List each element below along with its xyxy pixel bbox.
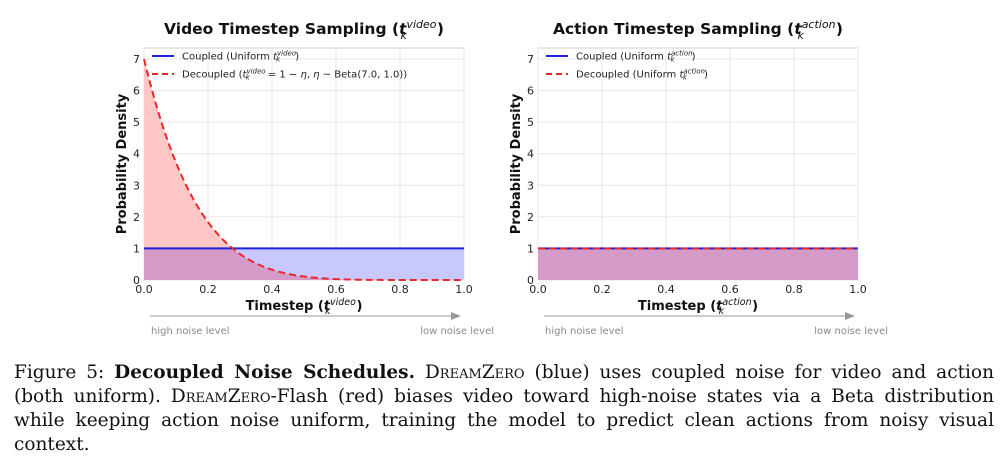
caption-text: (blue) uses coupled noise for video and … bbox=[14, 362, 994, 407]
x-tick-label: 0.4 bbox=[657, 283, 675, 296]
low-noise-label: low noise level bbox=[814, 326, 888, 337]
panel-title: Video Timestep Sampling (tvideo k) bbox=[164, 18, 444, 42]
low-noise-label: low noise level bbox=[420, 326, 494, 337]
legend-decoupled-label: Decoupled (tvideo k = 1 − η, η ~ Beta(7.0… bbox=[182, 68, 407, 82]
overlap-fill bbox=[144, 248, 464, 280]
x-tick-label: 1.0 bbox=[849, 283, 867, 296]
x-tick-label: 0.6 bbox=[721, 283, 739, 296]
x-tick-label: 0.8 bbox=[785, 283, 803, 296]
y-tick-label: 0 bbox=[133, 274, 140, 287]
y-axis-label: Probability Density bbox=[509, 93, 524, 234]
x-tick-label: 0.4 bbox=[263, 283, 281, 296]
x-tick-label: 0.2 bbox=[199, 283, 217, 296]
x-tick-label: 1.0 bbox=[455, 283, 473, 296]
y-tick-label: 4 bbox=[133, 148, 140, 161]
y-tick-label: 7 bbox=[527, 53, 534, 66]
figure-title: Decoupled Noise Schedules. bbox=[114, 362, 416, 383]
legend-coupled-label: Coupled (Uniform taction k) bbox=[576, 50, 696, 64]
y-tick-labels: 0 1 2 3 4 5 6 7 bbox=[527, 53, 534, 287]
figure-plots: Video Timestep Sampling (tvideo k) 0.0 0.2… bbox=[115, 18, 888, 337]
figure-caption: Figure 5: Decoupled Noise Schedules. Dre… bbox=[14, 361, 994, 457]
legend: Coupled (Uniform taction k) Decoupled (Un… bbox=[546, 50, 708, 82]
y-axis-label: Probability Density bbox=[115, 93, 130, 234]
x-tick-label: 0.6 bbox=[327, 283, 345, 296]
x-tick-label: 0.8 bbox=[391, 283, 409, 296]
y-tick-label: 3 bbox=[527, 179, 534, 192]
x-axis-label: Timestep (taction k) bbox=[638, 297, 758, 317]
high-noise-label: high noise level bbox=[545, 326, 624, 337]
panel-title: Action Timestep Sampling (taction k) bbox=[553, 18, 843, 42]
video-timestep-panel: Video Timestep Sampling (tvideo k) 0.0 0.2… bbox=[115, 18, 494, 337]
y-tick-label: 4 bbox=[527, 148, 534, 161]
x-tick-label: 0.0 bbox=[529, 283, 547, 296]
overlap-fill bbox=[538, 248, 858, 280]
y-tick-label: 1 bbox=[527, 242, 534, 255]
x-tick-label: 0.0 bbox=[135, 283, 153, 296]
y-tick-labels: 0 1 2 3 4 5 6 7 bbox=[133, 53, 140, 287]
x-tick-label: 0.2 bbox=[593, 283, 611, 296]
y-tick-label: 6 bbox=[133, 85, 140, 98]
y-tick-label: 7 bbox=[133, 53, 140, 66]
y-tick-label: 1 bbox=[133, 242, 140, 255]
high-noise-label: high noise level bbox=[151, 326, 230, 337]
plot-area bbox=[537, 47, 859, 281]
y-tick-label: 0 bbox=[527, 274, 534, 287]
decoupled-line bbox=[143, 58, 464, 281]
model-name: DreamZero bbox=[170, 386, 271, 407]
model-name: DreamZero bbox=[424, 362, 525, 383]
y-tick-label: 2 bbox=[133, 211, 140, 224]
legend-coupled-label: Coupled (Uniform tvideo k) bbox=[182, 50, 299, 64]
y-tick-label: 5 bbox=[527, 116, 534, 129]
legend: Coupled (Uniform tvideo k) Decoupled (tvi… bbox=[152, 50, 407, 82]
legend-decoupled-label: Decoupled (Uniform taction k) bbox=[576, 68, 708, 82]
x-tick-labels: 0.0 0.2 0.4 0.6 0.8 1.0 bbox=[135, 283, 473, 296]
y-tick-label: 5 bbox=[133, 116, 140, 129]
caption-text: -Flash (red) biases video toward high-no… bbox=[14, 386, 994, 455]
action-timestep-panel: Action Timestep Sampling (taction k) 0.0 0… bbox=[509, 18, 888, 337]
y-tick-label: 2 bbox=[527, 211, 534, 224]
y-tick-label: 3 bbox=[133, 179, 140, 192]
y-tick-label: 6 bbox=[527, 85, 534, 98]
figure-number: Figure 5: bbox=[14, 362, 105, 383]
x-axis-label: Timestep (tvideo k) bbox=[246, 297, 363, 317]
x-tick-labels: 0.0 0.2 0.4 0.6 0.8 1.0 bbox=[529, 283, 867, 296]
